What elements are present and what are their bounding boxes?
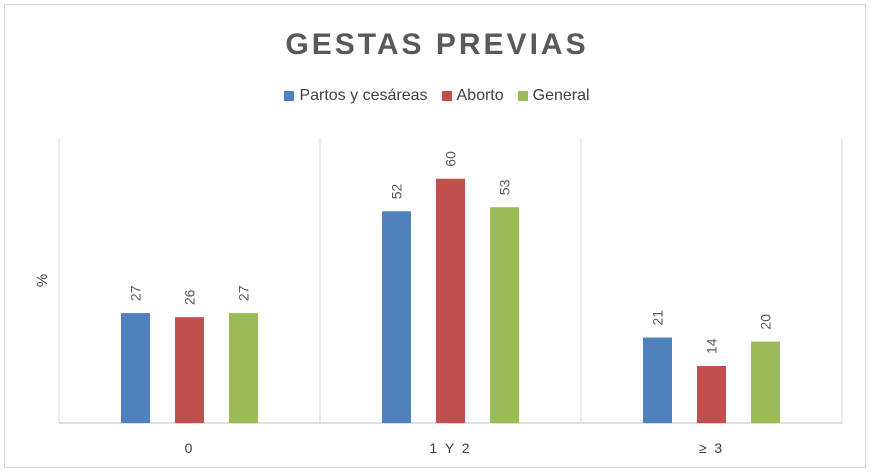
legend-swatch-2 (517, 91, 528, 101)
x-tick-label-1: 1 Y 2 (429, 440, 471, 456)
bar-2-2 (751, 341, 780, 423)
legend-item-2: General (517, 87, 590, 105)
legend-item-0: Partos y cesáreas (284, 87, 428, 105)
chart-title: GESTAS PREVIAS (285, 28, 589, 61)
legend-item-1: Aborto (441, 87, 504, 105)
data-label-2-0: 21 (650, 310, 666, 326)
legend-swatch-1 (441, 91, 452, 101)
legend: Partos y cesáreas Aborto General (0, 87, 874, 105)
bar-1-0 (382, 211, 411, 423)
x-tick-label-2: ≥ 3 (699, 440, 724, 456)
x-tick-label-0: 0 (185, 440, 195, 456)
bar-1-1 (436, 178, 465, 423)
legend-label-0: Partos y cesáreas (299, 87, 428, 104)
bar-0-1 (175, 317, 204, 423)
data-label-1-2: 53 (497, 179, 513, 195)
bar-0-0 (121, 313, 150, 423)
bar-1-2 (490, 207, 519, 423)
data-label-1-1: 60 (443, 151, 459, 167)
data-label-1-0: 52 (389, 183, 405, 199)
data-label-0-2: 27 (236, 285, 252, 301)
bar-0-2 (229, 313, 258, 423)
legend-swatch-0 (284, 91, 295, 101)
data-label-2-2: 20 (758, 314, 774, 330)
bar-2-0 (643, 337, 672, 423)
data-label-0-0: 27 (128, 285, 144, 301)
bar-2-1 (697, 366, 726, 423)
data-label-2-1: 14 (704, 338, 720, 354)
data-label-0-1: 26 (182, 289, 198, 305)
legend-label-2: General (532, 87, 590, 104)
legend-label-1: Aborto (456, 87, 504, 104)
